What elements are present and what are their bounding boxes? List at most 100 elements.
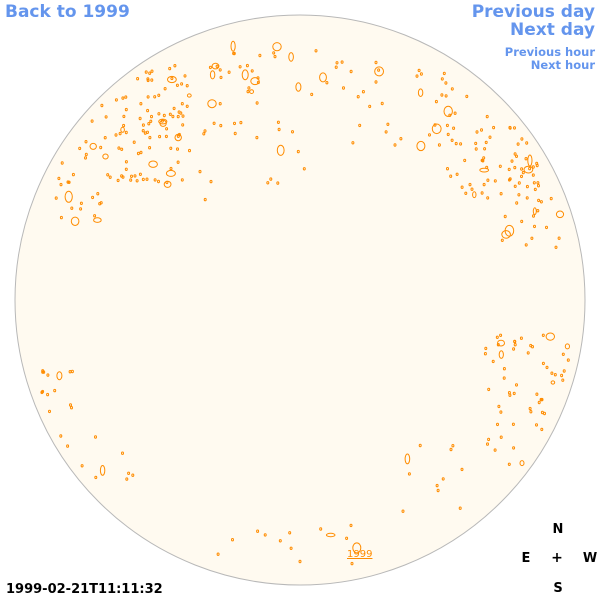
activity-contour [319, 527, 323, 531]
activity-contour [93, 214, 97, 218]
activity-contour [455, 172, 459, 177]
activity-contour [520, 219, 524, 224]
activity-contour [209, 70, 216, 80]
activity-contour [99, 145, 103, 150]
activity-contour [219, 123, 223, 128]
activity-contour [434, 99, 438, 104]
activity-contour [450, 138, 454, 143]
activity-contour [515, 383, 518, 387]
activity-contour [129, 178, 133, 182]
activity-contour [104, 115, 108, 119]
year-link[interactable]: 1999 [347, 549, 373, 560]
activity-contour [524, 243, 528, 247]
activity-contour [539, 200, 543, 204]
activity-contour [157, 112, 161, 116]
activity-contour [474, 147, 478, 151]
activity-contour [99, 465, 106, 476]
activity-contour [508, 393, 512, 397]
activity-contour [511, 422, 515, 426]
activity-contour [103, 136, 107, 140]
activity-contour [216, 552, 220, 556]
back-to-year-link[interactable]: Back to 1999 [5, 2, 130, 22]
activity-contour [148, 160, 158, 168]
activity-contour [535, 392, 539, 396]
activity-contour [437, 143, 441, 147]
next-day-link[interactable]: Next day [510, 20, 595, 40]
activity-contour [41, 389, 45, 394]
activity-contour [417, 68, 421, 73]
activity-contour [513, 343, 517, 347]
activity-contour [384, 130, 388, 134]
activity-contour [499, 435, 503, 439]
activity-contour [310, 92, 314, 97]
activity-contour [168, 66, 172, 71]
activity-contour [504, 224, 515, 237]
activity-contour [147, 122, 151, 126]
activity-contour [482, 182, 486, 187]
activity-contour [241, 69, 249, 81]
activity-contour [334, 65, 338, 69]
activity-contour [219, 75, 223, 80]
activity-contour [517, 181, 521, 185]
activity-contour [238, 65, 242, 69]
solar-disk [14, 14, 586, 586]
activity-contour [351, 141, 355, 145]
activity-contour [131, 473, 135, 477]
activity-contour [407, 472, 411, 476]
next-hour-link[interactable]: Next hour [530, 58, 595, 72]
activity-contour [138, 116, 142, 121]
previous-day-link[interactable]: Previous day [471, 2, 595, 22]
activity-contour [512, 347, 516, 351]
activity-contour [141, 129, 145, 133]
activity-contour [218, 102, 222, 106]
activity-contour [70, 406, 73, 410]
activity-contour [492, 125, 496, 130]
activity-contour [486, 196, 490, 200]
activity-contour [532, 181, 536, 185]
activity-contour [440, 77, 444, 81]
activity-contour [526, 351, 530, 355]
activity-contour [185, 104, 189, 109]
activity-contour [181, 114, 185, 118]
activity-contour [67, 180, 71, 185]
activity-contour [446, 132, 450, 137]
activity-contour [135, 179, 139, 183]
activity-contour [463, 158, 467, 163]
activity-contour [480, 191, 484, 195]
activity-contour [465, 94, 469, 99]
activity-contour [245, 63, 249, 68]
activity-contour [46, 373, 50, 377]
activity-contour [183, 74, 187, 78]
activity-contour [71, 172, 75, 177]
activity-contour [157, 179, 160, 184]
activity-contour [59, 434, 63, 438]
activity-contour [417, 88, 424, 97]
activity-contour [59, 215, 63, 220]
activity-contour [272, 51, 276, 55]
previous-hour-link[interactable]: Previous hour [504, 45, 595, 59]
activity-contour [296, 149, 300, 154]
activity-contour [507, 462, 511, 466]
activity-contour [450, 87, 454, 91]
activity-contour [342, 86, 345, 90]
activity-contour [218, 68, 222, 72]
activity-contour [136, 151, 140, 156]
activity-contour [487, 387, 491, 392]
activity-contour [96, 192, 100, 196]
activity-contour [532, 214, 535, 218]
activity-contour [203, 197, 207, 202]
activity-contour [418, 443, 422, 448]
activity-contour [428, 133, 431, 137]
activity-contour [497, 404, 501, 409]
activity-contour [524, 157, 528, 161]
activity-contour [498, 350, 504, 359]
activity-contour [540, 427, 544, 432]
activity-contour [125, 477, 129, 481]
activity-contour [404, 453, 411, 465]
activity-contour [78, 146, 82, 151]
activity-contour [533, 187, 537, 192]
activity-contour [48, 409, 51, 414]
activity-contour [148, 71, 152, 75]
activity-contour [513, 184, 517, 189]
activity-contour [325, 81, 329, 85]
